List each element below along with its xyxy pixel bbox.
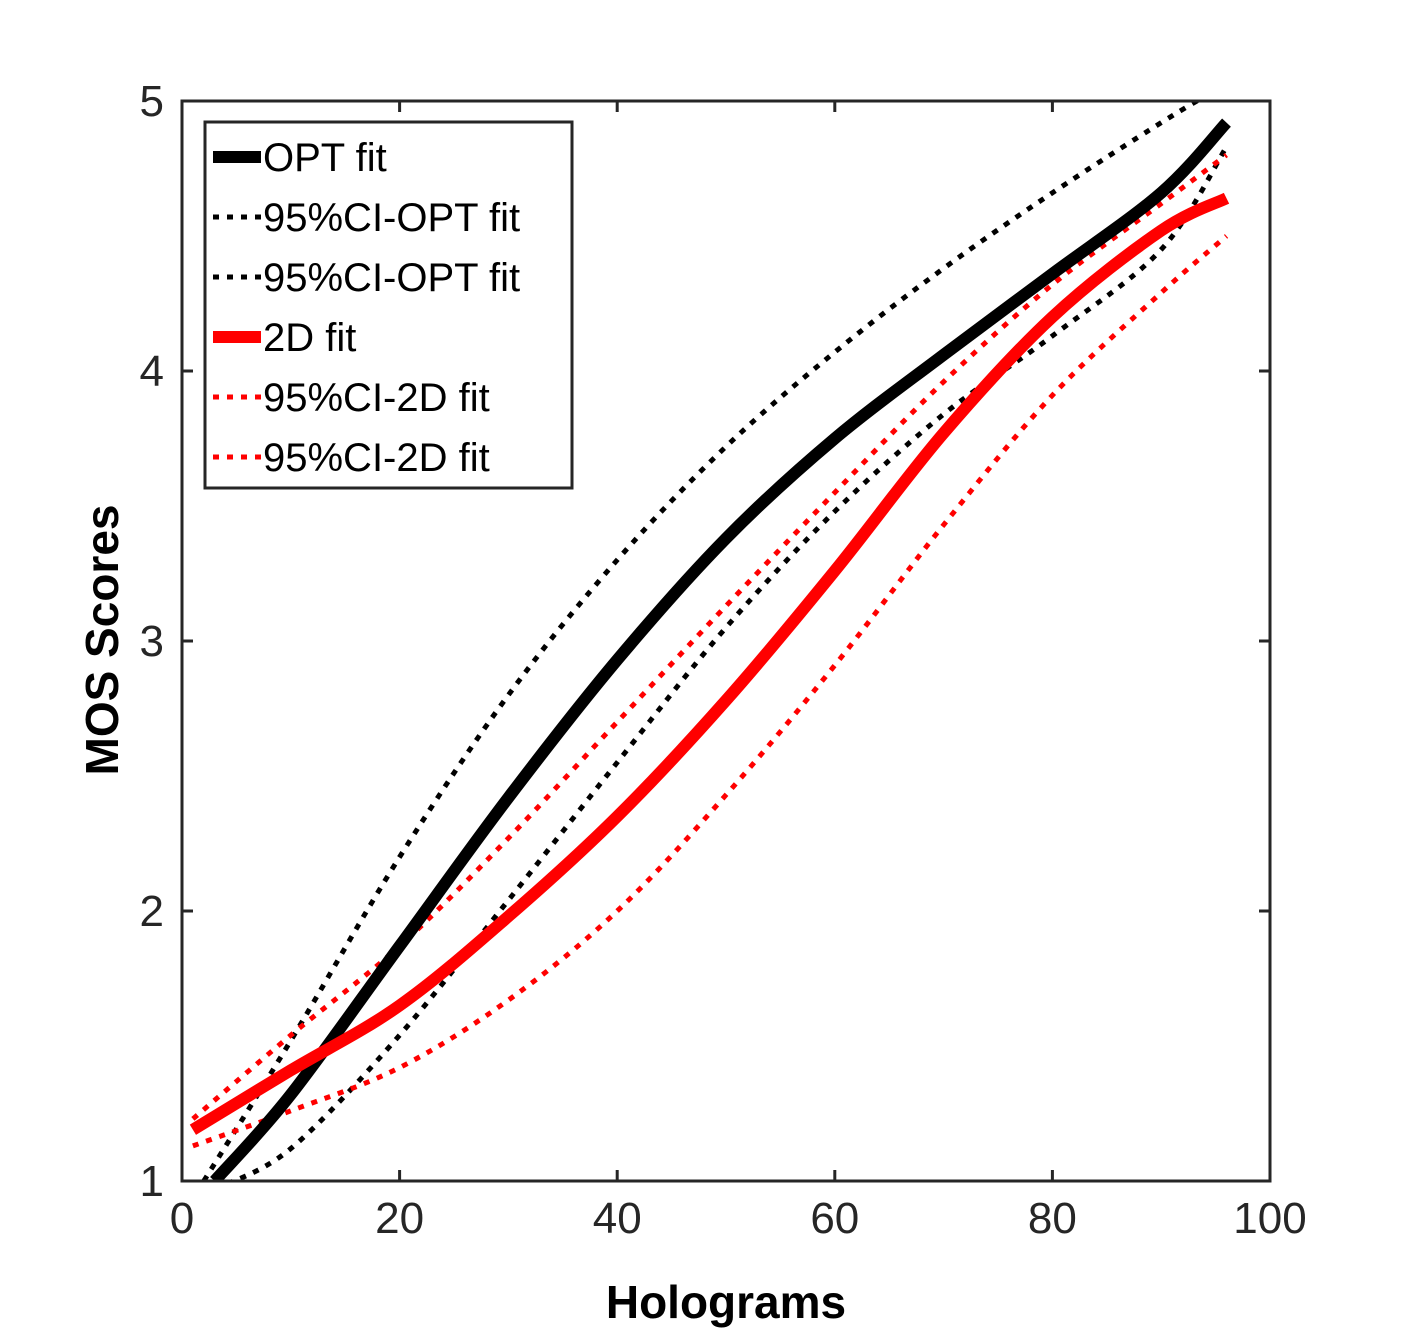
legend: OPT fit 95%CI-OPT fit 95%CI-OPT fit 2D fit 9… xyxy=(203,120,574,490)
legend-label: 95%CI-OPT fit xyxy=(263,256,520,300)
y-axis-title: MOS Scores xyxy=(76,505,128,776)
x-tick-label: 0 xyxy=(170,1194,194,1243)
series-line-3-ci xyxy=(227,145,1229,1181)
x-tick-label: 60 xyxy=(810,1194,859,1243)
legend-label: 95%CI-OPT fit xyxy=(263,196,520,240)
x-tick-label: 40 xyxy=(593,1194,642,1243)
y-tick-label: 3 xyxy=(140,617,164,666)
legend-box xyxy=(203,120,574,490)
x-tick-label: 100 xyxy=(1233,1194,1306,1243)
y-tick-label: 2 xyxy=(140,887,164,936)
legend-label: OPT fit xyxy=(263,136,387,180)
series-line-4-fit xyxy=(189,192,1230,1135)
series-line-1-fit xyxy=(210,118,1231,1181)
x-tick-label: 20 xyxy=(375,1194,424,1243)
x-axis-title: Holograms xyxy=(606,1276,846,1328)
legend-label: 2D fit xyxy=(263,316,356,360)
y-tick-label: 4 xyxy=(140,347,164,396)
y-tick-label: 1 xyxy=(140,1157,164,1206)
x-tick-label: 80 xyxy=(1028,1194,1077,1243)
plot-area xyxy=(189,101,1231,1181)
series-line-2-ci xyxy=(201,101,1202,1181)
legend-label: 95%CI-2D fit xyxy=(263,436,490,480)
legend-label: 95%CI-2D fit xyxy=(263,376,490,420)
y-tick-label: 5 xyxy=(140,77,164,126)
series-line-6-ci xyxy=(192,234,1229,1149)
